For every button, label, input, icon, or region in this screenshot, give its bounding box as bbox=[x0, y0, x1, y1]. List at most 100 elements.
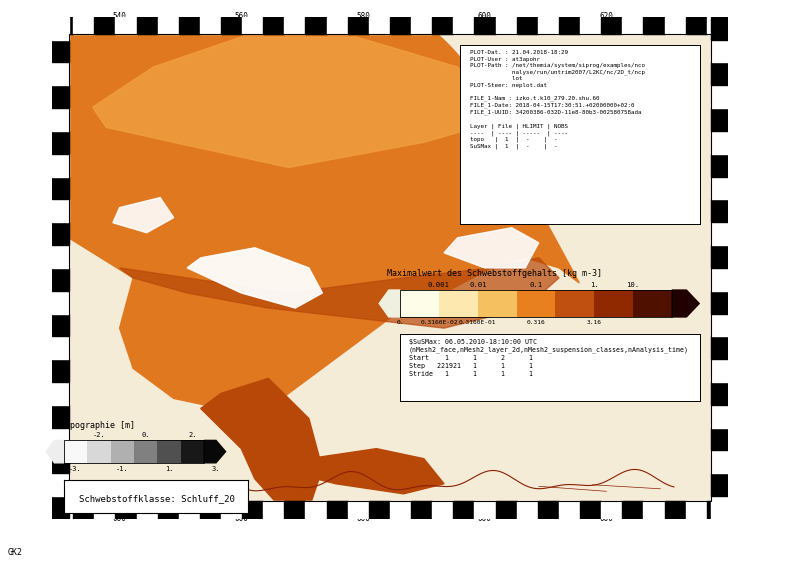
Text: $SuSMax: 06.05.2010-18:10:00 UTC
(nMesh2_face,nMesh2_layer_2d,nMesh2_suspension_: $SuSMax: 06.05.2010-18:10:00 UTC (nMesh2… bbox=[409, 338, 689, 377]
Text: 920
000: 920 000 bbox=[714, 319, 728, 338]
Polygon shape bbox=[602, 17, 622, 34]
Polygon shape bbox=[517, 17, 538, 34]
Text: 0.: 0. bbox=[396, 320, 404, 325]
Polygon shape bbox=[52, 245, 69, 268]
Polygon shape bbox=[711, 62, 728, 85]
Polygon shape bbox=[711, 427, 728, 450]
Polygon shape bbox=[52, 177, 69, 199]
Polygon shape bbox=[52, 268, 69, 291]
Text: 0.3160E-02: 0.3160E-02 bbox=[420, 320, 458, 325]
Polygon shape bbox=[711, 177, 728, 199]
Polygon shape bbox=[52, 496, 69, 519]
Text: Topographie [m]: Topographie [m] bbox=[60, 421, 135, 430]
Polygon shape bbox=[474, 17, 496, 34]
Polygon shape bbox=[306, 502, 326, 519]
Text: PLOT-Dat. : 21.04.2018-18:29
PLOT-User : at3apohr
PLOT-Path : /net/themia/system: PLOT-Dat. : 21.04.2018-18:29 PLOT-User :… bbox=[470, 50, 645, 149]
Polygon shape bbox=[94, 502, 115, 519]
Polygon shape bbox=[242, 502, 263, 519]
Polygon shape bbox=[242, 17, 263, 34]
Text: 2.: 2. bbox=[188, 432, 197, 438]
Polygon shape bbox=[284, 502, 306, 519]
Polygon shape bbox=[115, 17, 137, 34]
Polygon shape bbox=[306, 17, 326, 34]
Polygon shape bbox=[711, 337, 728, 359]
Polygon shape bbox=[52, 382, 69, 405]
Polygon shape bbox=[326, 17, 348, 34]
Polygon shape bbox=[52, 131, 69, 154]
Polygon shape bbox=[496, 17, 517, 34]
Text: -1.: -1. bbox=[116, 466, 129, 472]
Polygon shape bbox=[369, 17, 390, 34]
Polygon shape bbox=[52, 337, 69, 359]
Polygon shape bbox=[326, 502, 348, 519]
Polygon shape bbox=[52, 427, 69, 450]
Polygon shape bbox=[178, 502, 200, 519]
Polygon shape bbox=[284, 17, 306, 34]
Polygon shape bbox=[390, 17, 411, 34]
Polygon shape bbox=[432, 17, 454, 34]
Polygon shape bbox=[158, 17, 178, 34]
Polygon shape bbox=[444, 228, 538, 268]
Polygon shape bbox=[602, 502, 622, 519]
Polygon shape bbox=[52, 85, 69, 108]
Polygon shape bbox=[580, 502, 602, 519]
Polygon shape bbox=[432, 502, 454, 519]
Text: 0.01: 0.01 bbox=[469, 282, 486, 288]
Polygon shape bbox=[686, 502, 707, 519]
Polygon shape bbox=[711, 85, 728, 108]
Polygon shape bbox=[711, 108, 728, 131]
Polygon shape bbox=[93, 37, 512, 168]
Polygon shape bbox=[711, 268, 728, 291]
Polygon shape bbox=[711, 473, 728, 496]
Polygon shape bbox=[158, 502, 178, 519]
Polygon shape bbox=[580, 17, 602, 34]
Polygon shape bbox=[94, 17, 115, 34]
Text: 0.: 0. bbox=[142, 432, 150, 438]
Polygon shape bbox=[52, 502, 73, 519]
Polygon shape bbox=[711, 154, 728, 177]
Polygon shape bbox=[559, 502, 580, 519]
Polygon shape bbox=[120, 258, 559, 328]
Text: 900
000: 900 000 bbox=[52, 434, 66, 453]
Polygon shape bbox=[711, 245, 728, 268]
Text: 620
000: 620 000 bbox=[599, 504, 614, 523]
Polygon shape bbox=[711, 450, 728, 473]
Polygon shape bbox=[200, 17, 221, 34]
Polygon shape bbox=[707, 17, 728, 34]
Text: 580
000: 580 000 bbox=[356, 12, 370, 32]
Text: 3.16: 3.16 bbox=[586, 320, 602, 325]
Polygon shape bbox=[295, 449, 444, 494]
Polygon shape bbox=[711, 131, 728, 154]
Polygon shape bbox=[454, 502, 474, 519]
Text: 940
000: 940 000 bbox=[52, 208, 66, 227]
Polygon shape bbox=[52, 405, 69, 427]
Text: 900
000: 900 000 bbox=[714, 434, 728, 453]
Polygon shape bbox=[73, 17, 94, 34]
Polygon shape bbox=[178, 17, 200, 34]
Polygon shape bbox=[559, 17, 580, 34]
Text: 540
000: 540 000 bbox=[113, 12, 126, 32]
Polygon shape bbox=[200, 502, 221, 519]
Polygon shape bbox=[52, 17, 73, 34]
Polygon shape bbox=[711, 199, 728, 222]
Polygon shape bbox=[711, 496, 728, 519]
Text: 3.: 3. bbox=[211, 466, 220, 472]
Polygon shape bbox=[369, 502, 390, 519]
Polygon shape bbox=[665, 17, 686, 34]
Text: 0.1: 0.1 bbox=[530, 282, 542, 288]
Text: 560
000: 560 000 bbox=[234, 12, 248, 32]
Polygon shape bbox=[711, 40, 728, 62]
Polygon shape bbox=[538, 502, 559, 519]
Polygon shape bbox=[52, 359, 69, 382]
Polygon shape bbox=[52, 314, 69, 337]
Text: 540
000: 540 000 bbox=[113, 504, 126, 523]
Polygon shape bbox=[643, 17, 665, 34]
Text: 1.: 1. bbox=[165, 466, 174, 472]
Polygon shape bbox=[52, 199, 69, 222]
Polygon shape bbox=[686, 17, 707, 34]
Polygon shape bbox=[52, 473, 69, 496]
Polygon shape bbox=[665, 502, 686, 519]
Text: Schwebstoffklasse: Schluff_20: Schwebstoffklasse: Schluff_20 bbox=[78, 494, 234, 503]
Polygon shape bbox=[52, 40, 69, 62]
Polygon shape bbox=[52, 62, 69, 85]
